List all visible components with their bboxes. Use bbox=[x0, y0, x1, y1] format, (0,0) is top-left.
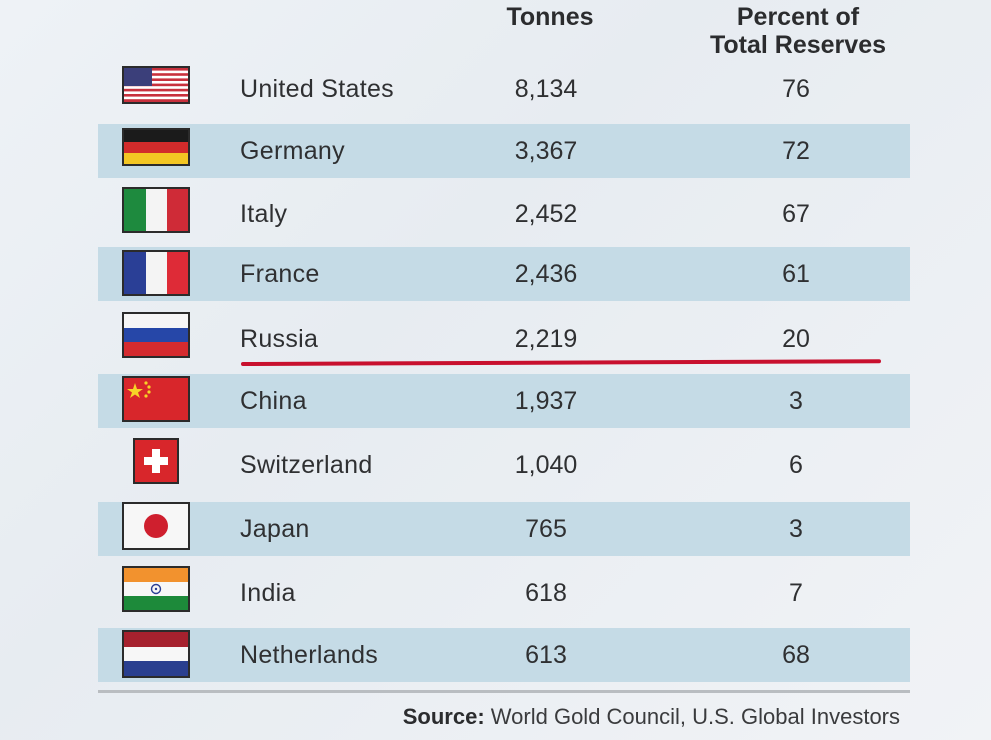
percent-value: 76 bbox=[782, 75, 810, 103]
table-row: Russia 2,219 20 bbox=[98, 312, 910, 366]
netherlands-flag-icon bbox=[122, 630, 190, 678]
table-row: India 618 7 bbox=[98, 566, 910, 620]
table-row: Switzerland 1,040 6 bbox=[98, 438, 910, 492]
source-label: Source: bbox=[402, 704, 485, 729]
table-row: Germany 3,367 72 bbox=[98, 124, 910, 178]
country-name: Japan bbox=[240, 515, 310, 543]
france-flag-icon bbox=[122, 250, 190, 296]
tonnes-value: 3,367 bbox=[514, 137, 578, 165]
china-flag-icon bbox=[122, 376, 190, 422]
percent-header-line-2: Total Reserves bbox=[709, 31, 886, 59]
percent-value: 3 bbox=[789, 387, 803, 415]
japan-flag-icon bbox=[122, 502, 190, 550]
tonnes-value: 8,134 bbox=[514, 75, 578, 103]
tonnes-value: 618 bbox=[525, 579, 567, 607]
tonnes-value: 2,452 bbox=[514, 200, 578, 228]
country-name: Switzerland bbox=[240, 451, 373, 479]
country-name: China bbox=[240, 387, 307, 415]
source-text: World Gold Council, U.S. Global Investor… bbox=[490, 704, 900, 729]
country-name: Russia bbox=[240, 325, 319, 353]
us-flag-icon bbox=[122, 66, 190, 104]
percent-value: 68 bbox=[782, 641, 810, 669]
table-row: Italy 2,452 67 bbox=[98, 187, 910, 241]
table-row: China 1,937 3 bbox=[98, 374, 910, 428]
tonnes-value: 765 bbox=[525, 515, 567, 543]
country-name: Netherlands bbox=[240, 641, 379, 669]
table-row: Netherlands 613 68 bbox=[98, 628, 910, 682]
gold-reserves-table: Tonnes Percent of Total Reserves United … bbox=[98, 0, 910, 740]
percent-value: 61 bbox=[782, 260, 810, 288]
country-name: Italy bbox=[240, 200, 288, 228]
russia-flag-icon bbox=[122, 312, 190, 358]
percent-value: 67 bbox=[782, 200, 810, 228]
country-name: India bbox=[240, 579, 296, 607]
table-row: France 2,436 61 bbox=[98, 247, 910, 301]
country-name: France bbox=[240, 260, 320, 288]
table-row: United States 8,134 76 bbox=[98, 62, 910, 116]
tonnes-value: 1,937 bbox=[514, 387, 578, 415]
tonnes-value: 2,436 bbox=[514, 260, 578, 288]
source-note: Source: World Gold Council, U.S. Global … bbox=[403, 704, 900, 730]
country-name: Germany bbox=[240, 137, 345, 165]
country-name: United States bbox=[240, 75, 394, 103]
percent-value: 20 bbox=[782, 325, 810, 353]
germany-flag-icon bbox=[122, 128, 190, 166]
tonnes-value: 613 bbox=[525, 641, 567, 669]
tonnes-column-header: Tonnes bbox=[506, 3, 594, 31]
percent-value: 6 bbox=[789, 451, 803, 479]
percent-column-header: Percent of Total Reserves bbox=[695, 3, 901, 59]
table-bottom-rule bbox=[98, 690, 910, 693]
percent-value: 7 bbox=[789, 579, 803, 607]
tonnes-value: 2,219 bbox=[514, 325, 578, 353]
percent-header-line-1: Percent of bbox=[736, 3, 860, 31]
italy-flag-icon bbox=[122, 187, 190, 233]
india-flag-icon bbox=[122, 566, 190, 612]
table-row: Japan 765 3 bbox=[98, 502, 910, 556]
tonnes-value: 1,040 bbox=[514, 451, 578, 479]
percent-value: 3 bbox=[789, 515, 803, 543]
switzerland-flag-icon bbox=[133, 438, 179, 484]
percent-value: 72 bbox=[782, 137, 810, 165]
